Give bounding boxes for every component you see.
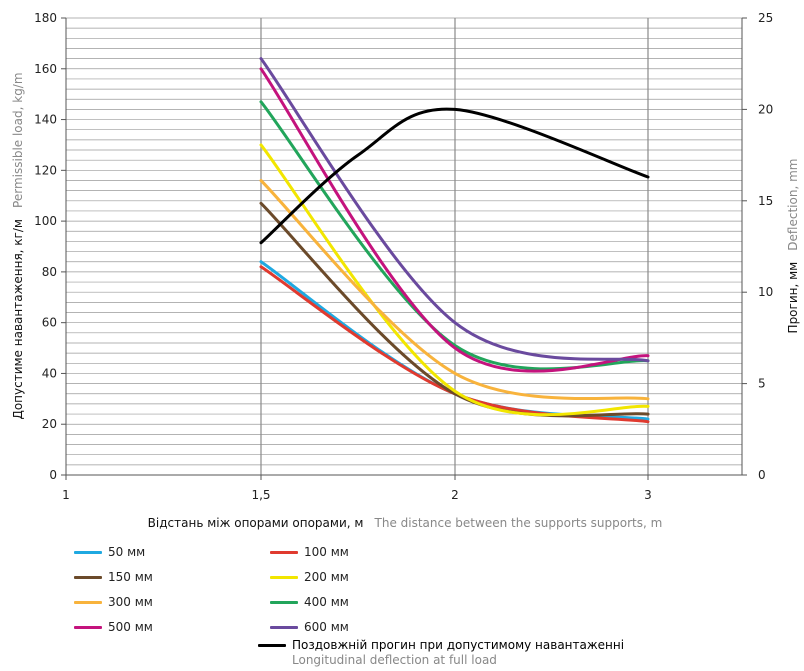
- legend-swatch: [74, 625, 102, 629]
- x-axis-label-main: Відстань між опорами опорами, м: [148, 516, 364, 530]
- legend-swatch: [270, 575, 298, 579]
- right-axis-label: Прогин, мм Deflection, mm: [782, 159, 801, 334]
- right-tick-label: 25: [758, 11, 773, 25]
- series-layer: [259, 57, 650, 424]
- series-line-300-мм: [259, 179, 650, 401]
- legend-swatch: [74, 550, 102, 554]
- x-tick-label: 1: [62, 488, 70, 502]
- left-axis-ticks: 0 20 40 60 80 100 120 140 160 180: [34, 11, 66, 482]
- series-line-150-мм: [259, 201, 650, 418]
- x-axis-label-sub: The distance between the supports suppor…: [374, 516, 663, 530]
- legend-item: 400 мм: [270, 595, 349, 609]
- legend-label-deflection-sub: Longitudinal deflection at full load: [292, 653, 497, 667]
- left-tick-label: 80: [42, 265, 57, 279]
- left-tick-label: 160: [34, 62, 57, 76]
- legend-swatch: [74, 600, 102, 604]
- legend-swatch: [270, 550, 298, 554]
- left-tick-label: 100: [34, 214, 57, 228]
- legend-item-deflection: Поздовжній прогин при допустимому навант…: [258, 638, 624, 667]
- legend-swatch: [270, 625, 298, 629]
- legend-label-deflection: Поздовжній прогин при допустимому навант…: [292, 638, 625, 652]
- legend-swatch: [74, 575, 102, 579]
- legend-label: 500 мм: [108, 620, 153, 634]
- left-tick-label: 40: [42, 366, 57, 380]
- series-line-600-мм: [259, 57, 650, 363]
- legend-label: 200 мм: [304, 570, 349, 584]
- series-line-deflection: [259, 107, 650, 245]
- legend-item: 100 мм: [270, 545, 349, 559]
- x-tick-label: 3: [644, 488, 652, 502]
- left-tick-label: 20: [42, 417, 57, 431]
- right-tick-label: 0: [758, 468, 766, 482]
- left-tick-label: 140: [34, 113, 57, 127]
- right-axis-label-main: Прогин, мм: [786, 262, 800, 334]
- legend-swatch: [270, 600, 298, 604]
- right-tick-label: 20: [758, 102, 773, 116]
- right-tick-label: 15: [758, 194, 773, 208]
- legend-label: 100 мм: [304, 545, 349, 559]
- legend-label: 400 мм: [304, 595, 349, 609]
- left-axis-label-main: Допустиме навантаження, кг/м: [11, 219, 25, 420]
- left-axis-label-sub: Permissible load, kg/m: [11, 72, 25, 208]
- legend-label: 150 мм: [108, 570, 153, 584]
- legend-label: 50 мм: [108, 545, 146, 559]
- left-axis-label: Допустиме навантаження, кг/м Permissible…: [7, 72, 26, 419]
- left-tick-label: 180: [34, 11, 57, 25]
- x-tick-label: 2: [451, 488, 459, 502]
- left-tick-label: 60: [42, 316, 57, 330]
- left-tick-label: 120: [34, 163, 57, 177]
- legend-item: 500 мм: [74, 620, 153, 634]
- left-tick-label: 0: [49, 468, 57, 482]
- right-axis-label-sub: Deflection, mm: [786, 159, 800, 251]
- plot-frame: [65, 18, 743, 476]
- legend-item: 150 мм: [74, 570, 153, 584]
- legend-swatch-deflection: [258, 643, 286, 647]
- legend-item: 200 мм: [270, 570, 349, 584]
- legend-label: 600 мм: [304, 620, 349, 634]
- series-line-500-мм: [259, 67, 650, 373]
- x-axis-label: Відстань між опорами опорами, м The dist…: [148, 512, 663, 531]
- legend-item: 300 мм: [74, 595, 153, 609]
- right-tick-label: 10: [758, 285, 773, 299]
- right-axis-ticks: 0 5 10 15 20 25: [742, 11, 773, 482]
- x-tick-label: 1,5: [251, 488, 270, 502]
- legend-label: 300 мм: [108, 595, 153, 609]
- x-axis-ticks: 1 1,5 2 3: [62, 475, 652, 502]
- legend-item: 600 мм: [270, 620, 349, 634]
- right-tick-label: 5: [758, 377, 766, 391]
- legend-item: 50 мм: [74, 545, 145, 559]
